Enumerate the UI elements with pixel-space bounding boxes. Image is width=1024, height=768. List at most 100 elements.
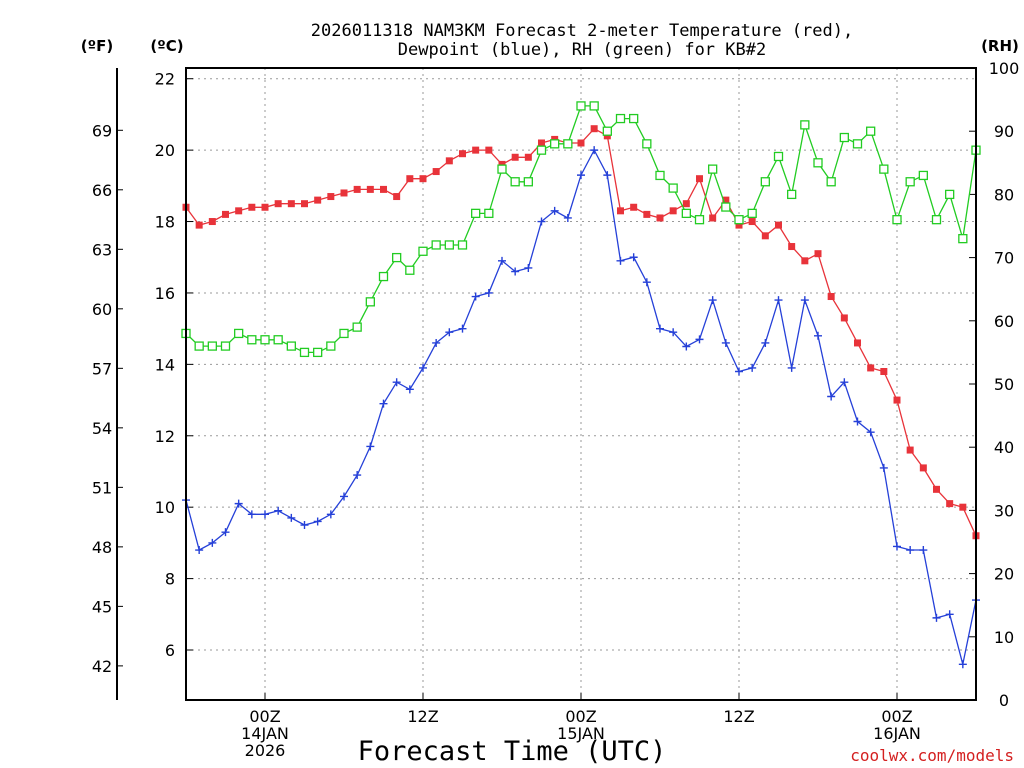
rh-point (708, 164, 718, 174)
plot-frame (185, 67, 977, 701)
rh-tick-label: 50 (994, 375, 1014, 394)
rh-point (418, 246, 428, 256)
rh-point (773, 151, 784, 162)
rh-tick-label: 90 (994, 122, 1014, 141)
2-meter-temperature-point (327, 193, 335, 201)
2-meter-temperature-point (946, 500, 954, 508)
rh-point (866, 126, 876, 136)
rh-point (642, 139, 652, 149)
rh-point (945, 189, 955, 200)
celsius-tick-label: 14 (155, 355, 175, 374)
rh-point (905, 177, 915, 187)
2-meter-temperature-point (696, 175, 703, 183)
celsius-tick-label: 10 (155, 498, 175, 517)
rh-point (431, 240, 441, 250)
2-meter-temperature-point (261, 203, 269, 211)
fahrenheit-tick-label: 60 (92, 300, 112, 319)
dewpoint-point (445, 328, 454, 337)
2-meter-temperature-point (498, 160, 506, 168)
rh-point (510, 177, 520, 187)
2-meter-temperature-point (959, 503, 967, 511)
rh-tick-label: 100 (989, 59, 1020, 78)
chart-title-line1: 2026011318 NAM3KM Forecast 2-meter Tempe… (311, 21, 853, 41)
fahrenheit-tick-label: 57 (92, 359, 112, 378)
2-meter-temperature-point (590, 125, 598, 133)
celsius-tick-label: 22 (155, 70, 175, 89)
dewpoint-point (735, 367, 743, 376)
dewpoint-point (761, 338, 770, 347)
dewpoint-point (287, 513, 296, 522)
celsius-tick-label: 16 (155, 284, 175, 303)
2-meter-temperature-point (709, 214, 717, 222)
2-meter-temperature-point (840, 314, 848, 322)
2-meter-temperature-point (814, 250, 822, 258)
rh-tick-label: 30 (994, 501, 1014, 520)
rh-point (602, 126, 612, 136)
time-tick-label: 12Z (723, 707, 754, 726)
celsius-tick-label: 12 (155, 427, 175, 446)
2-meter-temperature-point (669, 207, 677, 215)
rh-point (787, 189, 797, 200)
watermark: coolwx.com/models (850, 746, 1014, 765)
rh-tick-label: 10 (994, 628, 1014, 647)
2-meter-temperature-point (801, 257, 809, 265)
2-meter-temperature-point (577, 139, 585, 147)
fahrenheit-tick-label: 54 (92, 419, 112, 438)
dewpoint-point (234, 499, 243, 508)
dewpoint-point (300, 521, 309, 530)
celsius-tick-label: 18 (155, 213, 175, 232)
dewpoint-point (682, 342, 691, 351)
fahrenheit-tick-label: 63 (92, 240, 112, 259)
2-meter-temperature-point (511, 153, 519, 161)
fahrenheit-unit-label: (ºF) (81, 37, 113, 55)
dewpoint-point (326, 510, 335, 519)
2-meter-temperature-point (353, 185, 361, 193)
rh-point (247, 335, 257, 345)
x-axis-label: Forecast Time (UTC) (358, 736, 667, 767)
dewpoint-point (827, 392, 836, 401)
2-meter-temperature-point (222, 210, 229, 218)
rh-point (444, 240, 454, 250)
2-meter-temperature-point (208, 218, 216, 226)
dewpoint-point (814, 331, 822, 340)
2-meter-temperature-point (906, 446, 914, 454)
dewpoint-line (185, 148, 977, 665)
rh-point (523, 177, 533, 187)
rh-point (839, 132, 849, 143)
2-meter-temperature-point (827, 293, 835, 301)
rh-point (273, 335, 283, 345)
rh-point (550, 139, 560, 149)
data-series (181, 101, 981, 669)
dewpoint-point (695, 335, 704, 344)
dewpoint-point (616, 256, 625, 265)
dewpoint-point (221, 528, 230, 537)
2-meter-temperature-point (340, 189, 348, 197)
2-meter-temperature-point (919, 464, 927, 472)
2-meter-temperature-point (775, 221, 782, 229)
dewpoint-point (458, 324, 467, 333)
dewpoint-point (932, 613, 941, 622)
dewpoint-point (405, 385, 414, 394)
2-meter-temperature-point (287, 200, 295, 208)
dewpoint-point (906, 546, 915, 555)
2-meter-temperature-point (893, 396, 901, 404)
dewpoint-point (669, 328, 678, 337)
time-tick-label: 2026 (245, 741, 286, 760)
dewpoint-point (340, 492, 348, 501)
axes: 6 8 10 12 14 16 18 20 22 42 45 48 51 54 57 60 63 66 69 0 10 2… (92, 59, 1019, 760)
rh-tick-label: 80 (994, 185, 1014, 204)
dewpoint-point (208, 538, 217, 547)
rh-point (405, 265, 415, 275)
2-meter-temperature-point (630, 203, 638, 211)
rh-point (760, 177, 770, 187)
rh-point (734, 215, 744, 225)
fahrenheit-tick-label: 66 (92, 181, 112, 200)
celsius-tick-label: 8 (165, 570, 175, 589)
2-meter-temperature-point (867, 364, 875, 372)
2-meter-temperature-point (656, 214, 664, 222)
dewpoint-point (366, 442, 375, 451)
dewpoint-point (893, 542, 901, 551)
dewpoint-point (708, 296, 717, 305)
rh-point (589, 101, 599, 111)
